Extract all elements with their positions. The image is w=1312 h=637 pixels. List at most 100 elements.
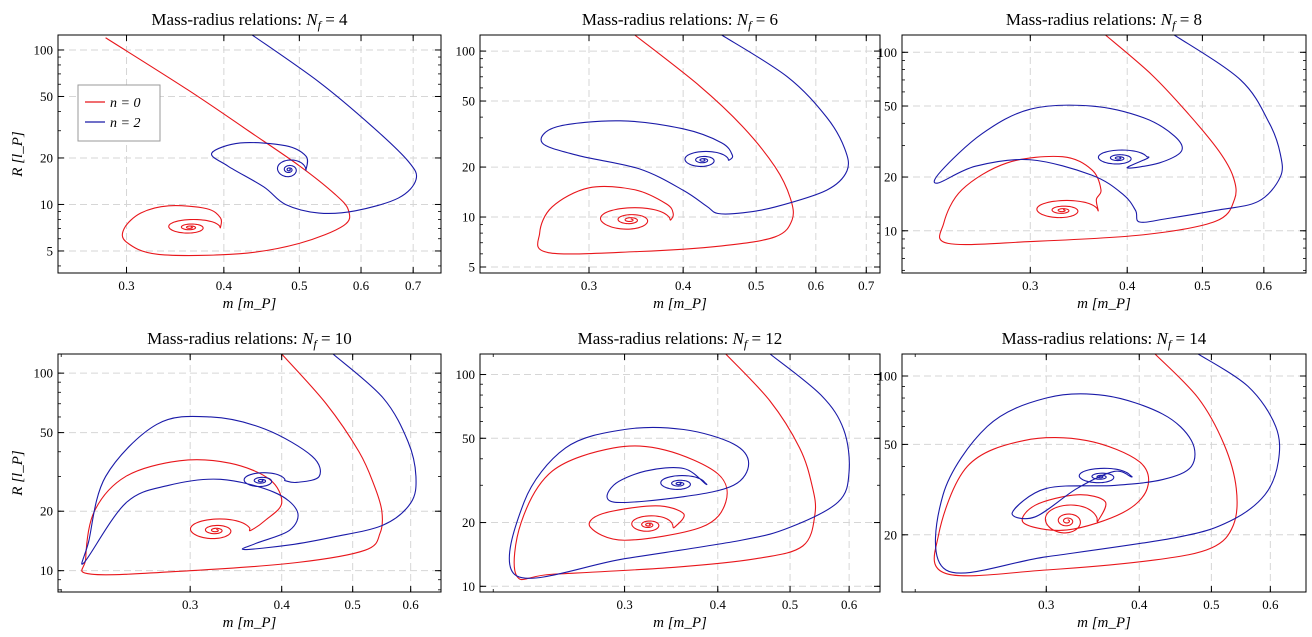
x-tick-label: 0.5 — [345, 597, 361, 612]
panel-2: Mass-radius relations: Nf = 6 0.3 0.4 0.5 0.… — [456, 10, 881, 312]
series-line-n2 — [81, 354, 417, 565]
x-tick-label: 0.6 — [1256, 278, 1273, 293]
x-tick-label: 0.6 — [353, 278, 370, 293]
ticks: 0.3 0.4 0.5 0.6 10 20 50 100 — [878, 35, 1306, 293]
series-line-n0 — [537, 35, 794, 255]
x-tick-label: 0.3 — [182, 597, 198, 612]
series-line-n0 — [933, 354, 1238, 577]
legend-label: n = 0 — [110, 96, 140, 111]
x-tick-label: 0.6 — [403, 597, 420, 612]
y-tick-label: 100 — [456, 367, 476, 382]
x-tick-label: 0.4 — [675, 278, 692, 293]
y-tick-label: 10 — [40, 563, 53, 578]
y-tick-label: 10 — [884, 223, 897, 238]
panel-title: Mass-radius relations: Nf = 8 — [1006, 10, 1202, 32]
panel-title: Mass-radius relations: Nf = 14 — [1002, 329, 1207, 351]
y-tick-label: 100 — [34, 42, 54, 57]
y-axis-label: R [l_P] — [10, 450, 26, 497]
series-line-n0 — [513, 354, 817, 581]
panel-title: Mass-radius relations: Nf = 6 — [582, 10, 778, 32]
plot-frame — [57, 353, 442, 593]
legend-box — [77, 84, 161, 142]
series-line-n2 — [508, 354, 850, 579]
x-tick-label: 0.7 — [405, 278, 422, 293]
y-tick-label: 5 — [469, 259, 476, 274]
ticks: 0.3 0.4 0.5 0.6 0.7 5 10 20 50 100 — [456, 35, 880, 293]
y-tick-label: 20 — [884, 170, 897, 185]
plot-frame — [901, 34, 1307, 274]
legend: n = 0 n = 2 — [77, 84, 161, 142]
y-tick-label: 50 — [40, 89, 53, 104]
grid — [902, 35, 1306, 273]
y-tick-label: 20 — [462, 160, 475, 175]
x-axis-label: m [m_P] — [653, 615, 707, 631]
panel-title: Mass-radius relations: Nf = 4 — [151, 10, 348, 32]
x-tick-label: 0.5 — [291, 278, 307, 293]
y-tick-label: 20 — [462, 515, 475, 530]
series-line-n0 — [81, 354, 384, 576]
x-axis-label: m [m_P] — [1077, 296, 1131, 312]
y-axis-label: R [l_P] — [10, 131, 26, 178]
legend-label: n = 2 — [110, 116, 140, 131]
x-tick-label: 0.3 — [616, 597, 632, 612]
x-tick-label: 0.3 — [118, 278, 134, 293]
x-axis-label: m [m_P] — [1077, 615, 1131, 631]
curves — [933, 35, 1283, 246]
grid — [480, 35, 880, 273]
y-tick-label: 10 — [462, 579, 475, 594]
y-tick-label: 100 — [34, 366, 54, 381]
x-tick-label: 0.7 — [858, 278, 875, 293]
panel-6: Mass-radius relations: Nf = 140.3 0.4 0.5 0… — [878, 329, 1307, 631]
ticks: 0.3 0.4 0.5 0.6 20 50 100 — [878, 354, 1306, 612]
y-tick-label: 5 — [47, 243, 54, 258]
panel-5: Mass-radius relations: Nf = 120.3 0.4 0.5 0… — [456, 329, 881, 631]
x-tick-label: 0.5 — [782, 597, 798, 612]
x-axis-label: m [m_P] — [653, 296, 707, 312]
grid — [58, 35, 441, 273]
x-tick-label: 0.3 — [1022, 278, 1038, 293]
series-line-n2 — [540, 35, 849, 215]
x-axis-label: m [m_P] — [223, 615, 277, 631]
panel-title: Mass-radius relations: Nf = 10 — [147, 329, 352, 351]
panel-1: Mass-radius relations: Nf = 4 0.3 0.4 0.5 0.… — [10, 10, 442, 312]
curves — [81, 354, 417, 576]
series-line-n0 — [939, 35, 1237, 246]
grid — [480, 354, 880, 592]
ticks: 0.3 0.4 0.5 0.6 0.7 5 10 20 50 100 — [34, 35, 441, 293]
x-tick-label: 0.6 — [841, 597, 858, 612]
y-tick-label: 10 — [462, 210, 475, 225]
x-tick-label: 0.5 — [1194, 278, 1210, 293]
x-tick-label: 0.4 — [1131, 597, 1148, 612]
curves — [537, 35, 849, 255]
panel-3: Mass-radius relations: Nf = 8 0.3 0.4 0.5 0.… — [878, 10, 1307, 312]
y-tick-label: 50 — [462, 94, 475, 109]
y-tick-label: 20 — [40, 504, 53, 519]
y-tick-label: 100 — [878, 369, 898, 384]
curves — [933, 354, 1281, 577]
x-tick-label: 0.4 — [216, 278, 233, 293]
x-tick-label: 0.3 — [581, 278, 597, 293]
x-tick-label: 0.5 — [1203, 597, 1219, 612]
x-tick-label: 0.5 — [748, 278, 764, 293]
x-tick-label: 0.6 — [1262, 597, 1279, 612]
plot-frame — [479, 34, 881, 274]
y-tick-label: 50 — [884, 437, 897, 452]
panel-4: Mass-radius relations: Nf = 10 0.3 0.4 0.5 0… — [10, 329, 442, 631]
curves — [508, 354, 850, 581]
y-tick-label: 100 — [456, 44, 476, 59]
y-tick-label: 50 — [462, 431, 475, 446]
y-tick-label: 10 — [40, 197, 53, 212]
series-line-n2 — [933, 35, 1283, 223]
ticks: 0.3 0.4 0.5 0.6 10 20 50 100 — [34, 354, 441, 612]
plot-frame — [901, 353, 1307, 593]
plot-frame — [479, 353, 881, 593]
curves — [105, 35, 418, 257]
y-tick-label: 100 — [878, 45, 898, 60]
x-tick-label: 0.4 — [274, 597, 291, 612]
plot-frame — [57, 34, 442, 274]
x-tick-label: 0.4 — [1119, 278, 1136, 293]
ticks: 0.3 0.4 0.5 0.6 10 20 50 100 — [456, 354, 880, 612]
series-line-n0 — [105, 37, 351, 257]
grid — [58, 354, 441, 592]
